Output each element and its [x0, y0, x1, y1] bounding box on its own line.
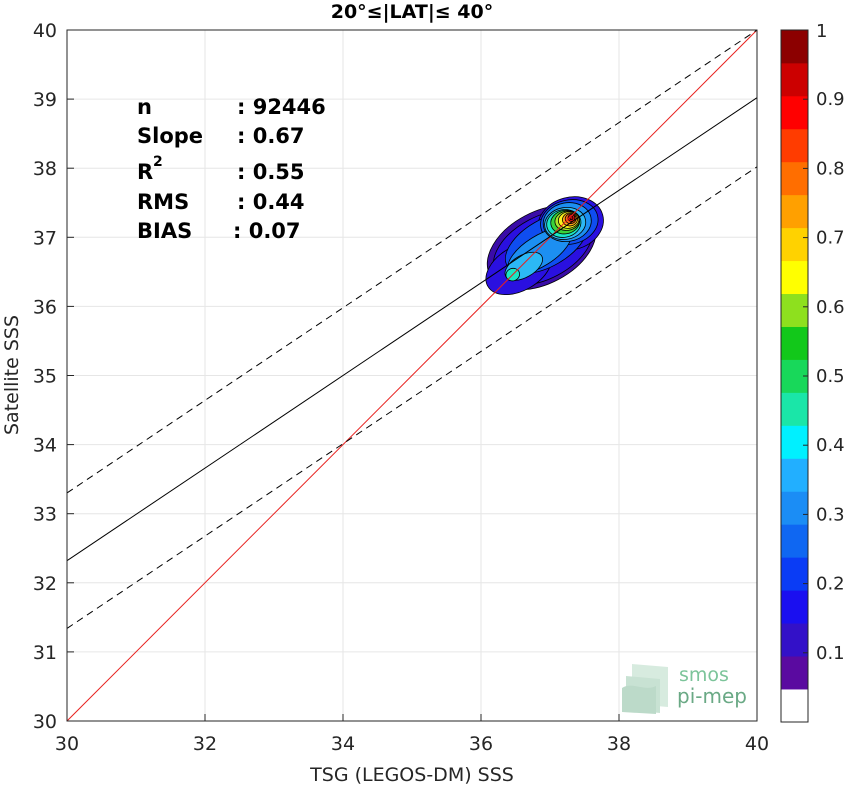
statistics-box: n : 92446 Slope : 0.67 R 2 : 0.55 RMS : …	[137, 95, 326, 243]
colorbar-segment	[781, 689, 808, 723]
x-tick-label: 34	[331, 733, 355, 755]
stat-value-bias: : 0.07	[233, 219, 301, 243]
stat-value-r2: : 0.55	[237, 160, 305, 184]
y-tick-label: 34	[33, 435, 57, 457]
x-tick-label: 30	[55, 733, 79, 755]
colorbar-tick-label: 0.6	[816, 297, 845, 318]
y-tick-label: 30	[33, 711, 57, 733]
colorbar-tick-label: 0.1	[816, 643, 845, 664]
stat-label-bias: BIAS	[137, 219, 192, 243]
colorbar-segment	[781, 260, 808, 295]
colorbar-segment	[781, 227, 808, 262]
y-tick-label: 35	[33, 366, 57, 388]
colorbar-segment	[781, 491, 808, 525]
x-tick-label: 36	[469, 733, 493, 755]
colorbar-segment	[781, 62, 808, 97]
colorbar-segment	[781, 194, 808, 229]
y-tick-label: 32	[33, 573, 57, 595]
logo-waves-icon	[622, 664, 668, 714]
y-axis-ticks: 30 31 32 33 34 35 36 37 38 39 40	[33, 20, 74, 733]
gridlines	[66, 29, 758, 722]
colorbar-ticks: 0.1 0.2 0.3 0.4 0.5 0.6 0.7 0.8 0.9 1	[803, 21, 845, 664]
x-axis-ticks: 30 32 34 36 38 40	[55, 714, 769, 755]
x-axis-label: TSG (LEGOS-DM) SSS	[309, 764, 514, 786]
y-tick-label: 39	[33, 89, 57, 111]
colorbar-tick-label: 1	[816, 21, 827, 42]
stat-label-rms: RMS	[137, 190, 189, 214]
colorbar-segment	[781, 458, 808, 492]
x-tick-label: 32	[193, 733, 217, 755]
stat-value-rms: : 0.44	[237, 190, 305, 214]
colorbar-tick-label: 0.9	[816, 89, 845, 110]
line-upper-bound	[66, 29, 758, 494]
line-one-to-one	[66, 29, 758, 722]
line-lower-bound	[66, 166, 758, 629]
stat-label-slope: Slope	[137, 124, 203, 148]
y-axis-label: Satellite SSS	[1, 315, 23, 435]
stat-label-r2-sup: 2	[153, 154, 163, 170]
stat-value-slope: : 0.67	[237, 124, 305, 148]
colorbar-segment	[781, 392, 808, 426]
watermark-logo: smos pi-mep	[622, 664, 747, 714]
x-tick-label: 40	[745, 733, 769, 755]
colorbar-tick-label: 0.4	[816, 435, 845, 456]
y-tick-label: 38	[33, 158, 57, 180]
colorbar-tick-label: 0.8	[816, 158, 845, 179]
colorbar-segment	[781, 656, 808, 690]
colorbar-segment	[781, 293, 808, 327]
stat-label-r2: R	[137, 160, 153, 184]
colorbar-tick-label: 0.7	[816, 228, 845, 249]
chart-title: 20°≤|LAT|≤ 40°	[331, 1, 494, 23]
y-tick-label: 31	[33, 642, 57, 664]
y-tick-label: 37	[33, 227, 57, 249]
colorbar-segment	[781, 30, 808, 64]
line-regression-fit	[66, 97, 758, 562]
colorbar-segment	[781, 590, 808, 624]
colorbar-tick-label: 0.3	[816, 504, 845, 525]
y-tick-label: 40	[33, 20, 57, 42]
x-tick-label: 38	[607, 733, 631, 755]
colorbar-segment	[781, 95, 808, 130]
colorbar-segment	[781, 128, 808, 163]
y-tick-label: 36	[33, 296, 57, 318]
logo-text-smos: smos	[679, 664, 729, 686]
colorbar-segment	[781, 524, 808, 558]
y-tick-label: 33	[33, 504, 57, 526]
colorbar-tick-label: 0.5	[816, 366, 845, 387]
stat-value-n: : 92446	[237, 95, 326, 119]
logo-text-pimep: pi-mep	[677, 684, 747, 708]
colorbar-segment	[781, 161, 808, 196]
reference-lines	[66, 29, 758, 722]
colorbar-tick-label: 0.2	[816, 574, 845, 595]
colorbar-segment	[781, 425, 808, 459]
stat-label-n: n	[137, 95, 152, 119]
colorbar-segment	[781, 326, 808, 360]
colorbar-segment	[781, 557, 808, 591]
colorbar-segment	[781, 623, 808, 657]
